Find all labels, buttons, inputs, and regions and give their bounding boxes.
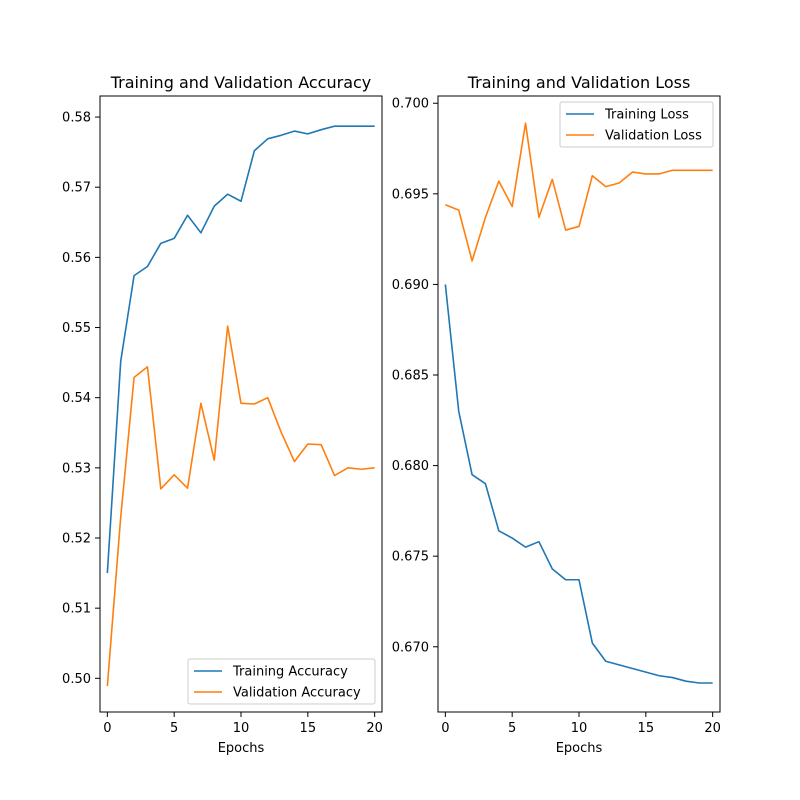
series-line-validation-accuracy [106,325,375,687]
x-tick-label: 0 [441,721,449,736]
y-tick-label: 0.700 [392,97,429,112]
x-tick-label: 20 [366,721,383,736]
x-tick-label: 20 [704,721,721,736]
legend-label: Validation Accuracy [233,686,361,701]
y-tick-label: 0.685 [392,369,429,384]
x-tick-label: 10 [233,721,250,736]
x-tick-label: 0 [103,721,111,736]
y-tick-label: 0.54 [62,391,91,406]
x-tick-label: 15 [300,721,317,736]
y-tick-label: 0.675 [392,550,429,565]
y-tick-label: 0.680 [392,459,429,474]
x-tick-label: 5 [508,721,516,736]
x-tick-label: 15 [638,721,655,736]
y-tick-label: 0.57 [62,181,91,196]
y-tick-label: 0.670 [392,640,429,655]
legend-label: Training Accuracy [232,665,348,680]
legend-label: Training Loss [604,108,689,123]
x-tick-label: 5 [170,721,178,736]
chart-title: Training and Validation Accuracy [110,73,372,92]
legend: Training Accuracy Validation Accuracy [187,658,376,705]
y-tick-label: 0.51 [62,602,91,617]
y-tick-label: 0.50 [62,672,91,687]
y-tick-label: 0.58 [62,111,91,126]
y-tick-label: 0.55 [62,321,91,336]
legend-box [559,101,714,148]
legend-label: Validation Loss [605,129,702,144]
x-axis-label: Epochs [218,741,265,756]
chart-title: Training and Validation Loss [467,73,691,92]
series-line-validation-loss [445,122,713,262]
x-tick-label: 10 [571,721,588,736]
legend-box [187,658,376,705]
series-line-training-accuracy [106,125,375,574]
y-tick-label: 0.52 [62,532,91,547]
accuracy-chart: 0 5 10 15 20 0.50 0.51 0.52 0.53 0.54 0.55 0.56 0.57… [62,73,383,756]
y-tick-label: 0.695 [392,187,429,202]
loss-chart: 0 5 10 15 20 0.670 0.675 0.680 0.685 0.690 0.695 0.… [392,73,721,756]
y-tick-label: 0.53 [62,461,91,476]
x-axis-label: Epochs [556,741,603,756]
series-line-training-loss [444,284,713,684]
legend: Training Loss Validation Loss [559,101,714,148]
y-tick-label: 0.56 [62,251,91,266]
y-tick-label: 0.690 [392,278,429,293]
